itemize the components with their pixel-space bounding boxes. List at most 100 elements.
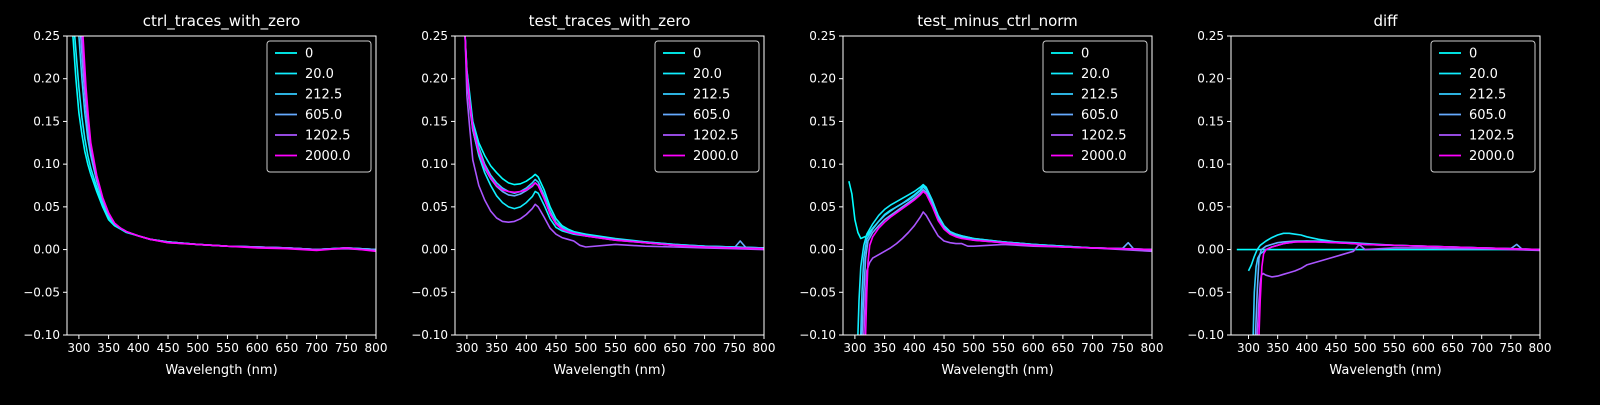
subplot-3: diff Wavelength (nm) 300 350 400 450 500 550 600…	[1187, 12, 1551, 378]
x-tick-label: 750	[723, 341, 746, 355]
x-tick-label: 600	[1412, 341, 1435, 355]
x-tick-label: 800	[365, 341, 388, 355]
y-tick-label: 0.05	[421, 200, 448, 214]
x-tick-label: 550	[992, 341, 1015, 355]
x-tick-label: 700	[1470, 341, 1493, 355]
series-line-3	[861, 189, 1152, 335]
y-tick-label: 0.00	[33, 243, 60, 257]
series-group	[848, 181, 1152, 335]
y-tick-label: −0.05	[799, 285, 836, 299]
x-tick-label: 350	[1266, 341, 1289, 355]
legend-label: 0	[1469, 47, 1477, 62]
series-line-3	[1254, 240, 1540, 335]
legend: 0 20.0 212.5 605.0 1202.5 2000.0	[266, 40, 372, 173]
y-tick-label: 0.25	[33, 29, 60, 43]
legend-label: 212.5	[1081, 88, 1118, 103]
series-line-2	[1252, 240, 1540, 335]
x-tick-label: 400	[127, 341, 150, 355]
x-tick-label: 500	[962, 341, 985, 355]
y-tick-label: 0.05	[1197, 200, 1224, 214]
legend-label: 20.0	[1081, 67, 1110, 82]
y-tick-label: 0.20	[421, 72, 448, 86]
legend-label: 212.5	[693, 88, 730, 103]
chart-title: ctrl_traces_with_zero	[143, 12, 300, 31]
x-tick-label: 550	[604, 341, 627, 355]
x-tick-label: 750	[335, 341, 358, 355]
series-line-5	[82, 36, 376, 253]
y-tick-label: −0.05	[1187, 285, 1224, 299]
legend-label: 2000.0	[305, 149, 351, 164]
x-tick-label: 800	[753, 341, 776, 355]
series-group	[464, 36, 764, 251]
x-axis-label: Wavelength (nm)	[941, 363, 1053, 378]
x-tick-label: 400	[515, 341, 538, 355]
x-tick-label: 450	[1324, 341, 1347, 355]
legend: 0 20.0 212.5 605.0 1202.5 2000.0	[1042, 40, 1148, 173]
y-tick-label: −0.10	[1187, 328, 1224, 342]
legend-label: 2000.0	[693, 149, 739, 164]
y-tick-label: 0.00	[1197, 243, 1224, 257]
y-tick-label: −0.05	[411, 285, 448, 299]
series-line-5	[864, 190, 1152, 335]
legend: 0 20.0 212.5 605.0 1202.5 2000.0	[654, 40, 760, 173]
y-tick-label: 0.25	[809, 29, 836, 43]
x-tick-label: 300	[67, 341, 90, 355]
y-tick-label: 0.15	[809, 114, 836, 128]
y-tick-label: 0.15	[421, 114, 448, 128]
y-tick-label: −0.10	[799, 328, 836, 342]
x-tick-label: 600	[634, 341, 657, 355]
series-line-5	[464, 36, 764, 250]
y-tick-label: 0.10	[1197, 157, 1224, 171]
y-tick-label: 0.10	[809, 157, 836, 171]
y-tick-label: 0.20	[33, 72, 60, 86]
legend-label: 1202.5	[1081, 129, 1127, 144]
x-tick-label: 300	[455, 341, 478, 355]
series-line-4	[863, 211, 1152, 335]
x-tick-label: 650	[1051, 341, 1074, 355]
y-tick-label: 0.20	[809, 72, 836, 86]
x-tick-label: 800	[1141, 341, 1164, 355]
y-tick-label: 0.15	[1197, 114, 1224, 128]
x-axis-label: Wavelength (nm)	[1329, 363, 1441, 378]
x-tick-label: 500	[186, 341, 209, 355]
y-tick-label: 0.15	[33, 114, 60, 128]
x-tick-label: 500	[1354, 341, 1377, 355]
y-tick-label: 0.10	[421, 157, 448, 171]
legend-label: 2000.0	[1081, 149, 1127, 164]
x-tick-label: 800	[1529, 341, 1552, 355]
x-tick-label: 650	[1441, 341, 1464, 355]
series-line-2	[860, 186, 1152, 335]
y-tick-label: −0.10	[23, 328, 60, 342]
x-tick-label: 450	[545, 341, 568, 355]
legend-label: 1202.5	[1469, 129, 1515, 144]
x-tick-label: 350	[97, 341, 120, 355]
legend-label: 605.0	[1469, 108, 1506, 123]
x-tick-label: 750	[1499, 341, 1522, 355]
x-tick-label: 300	[843, 341, 866, 355]
legend-label: 20.0	[305, 67, 334, 82]
y-tick-label: 0.05	[809, 200, 836, 214]
y-tick-label: 0.00	[421, 243, 448, 257]
x-axis-label: Wavelength (nm)	[165, 363, 277, 378]
y-tick-label: −0.05	[23, 285, 60, 299]
legend-label: 605.0	[1081, 108, 1118, 123]
x-tick-label: 550	[1383, 341, 1406, 355]
y-tick-label: 0.00	[809, 243, 836, 257]
legend-label: 1202.5	[693, 129, 739, 144]
x-tick-label: 650	[275, 341, 298, 355]
subplot-2: test_minus_ctrl_norm Wavelength (nm) 300 35…	[799, 12, 1163, 378]
x-tick-label: 450	[157, 341, 180, 355]
x-tick-label: 750	[1111, 341, 1134, 355]
legend-label: 0	[1081, 47, 1089, 62]
legend-label: 20.0	[1469, 67, 1498, 82]
series-line-0	[848, 181, 1152, 251]
x-tick-label: 350	[873, 341, 896, 355]
y-tick-label: 0.25	[1197, 29, 1224, 43]
x-tick-label: 400	[1295, 341, 1318, 355]
x-axis-label: Wavelength (nm)	[553, 363, 665, 378]
x-tick-label: 300	[1237, 341, 1260, 355]
x-tick-label: 450	[933, 341, 956, 355]
series-line-4	[464, 36, 764, 251]
